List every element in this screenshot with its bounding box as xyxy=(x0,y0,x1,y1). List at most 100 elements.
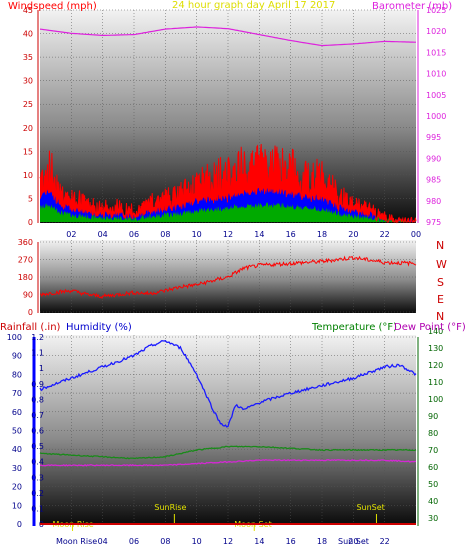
rain-tick-label: 0.5 xyxy=(31,442,44,451)
dewpoint-line xyxy=(40,458,417,467)
time-tick-label: 08 xyxy=(160,230,170,239)
direction-tick-label: 90 xyxy=(23,291,33,300)
direction-tick-label: 0 xyxy=(28,308,33,317)
rain-tick-label: 0.6 xyxy=(31,427,44,436)
rain-tick-label: 0.1 xyxy=(31,504,44,513)
time-tick-label: 12 xyxy=(223,230,233,239)
rain-tick-label: 0.3 xyxy=(31,473,44,482)
rain-tick-label: 0.8 xyxy=(31,395,44,404)
direction-tick-label: 360 xyxy=(18,238,33,247)
time-tick-label: 20 xyxy=(348,537,358,546)
barometer-axis-label: Barometer (mb) xyxy=(372,1,452,12)
barometer-tick-label: 995 xyxy=(426,133,441,142)
humidity-tick-label: 100 xyxy=(7,333,22,342)
rain-tick-label: 1.1 xyxy=(31,349,44,358)
sun-set-axis-label: Sun Set xyxy=(338,537,369,546)
humidity-tick-label: 80 xyxy=(12,370,22,379)
humidity-tick-label: 70 xyxy=(12,389,22,398)
humidity-axis-label: Humidity (%) xyxy=(66,322,132,333)
time-tick-label: 22 xyxy=(380,537,390,546)
humidity-tick-label: 40 xyxy=(12,445,22,454)
rain-tick-label: 0.4 xyxy=(31,458,44,467)
time-tick-label: 18 xyxy=(317,537,327,546)
compass-label: N xyxy=(436,239,444,252)
moon-rise-axis-label: Moon Rise xyxy=(56,537,97,546)
barometer-tick-label: 985 xyxy=(426,176,441,185)
temperature-tick-label: 40 xyxy=(428,497,438,506)
compass-label: E xyxy=(437,293,444,306)
compass-label: W xyxy=(436,258,447,271)
direction-tick-label: 180 xyxy=(18,273,33,282)
time-tick-label: 02 xyxy=(66,230,76,239)
time-tick-label: 06 xyxy=(129,230,139,239)
humidity-tick-label: 90 xyxy=(12,352,22,361)
humidity-tick-label: 30 xyxy=(12,464,22,473)
chart-title: 24 hour graph day April 17 2017 xyxy=(172,0,335,11)
wind-tick-label: 0 xyxy=(28,218,33,227)
wind-tick-label: 20 xyxy=(23,124,33,133)
event-label: SunRise xyxy=(154,503,186,512)
time-tick-label: 14 xyxy=(254,537,264,546)
wind-low-area xyxy=(40,202,416,222)
humidity-tick-label: 50 xyxy=(12,427,22,436)
grid-lines xyxy=(40,9,416,525)
time-tick-label: 04 xyxy=(98,537,108,546)
time-tick-label: 16 xyxy=(286,230,296,239)
temperature-tick-label: 120 xyxy=(428,361,443,370)
rain-tick-label: 0.7 xyxy=(31,411,44,420)
time-tick-label: 10 xyxy=(192,537,202,546)
temperature-tick-label: 130 xyxy=(428,344,443,353)
temperature-tick-label: 80 xyxy=(428,429,438,438)
time-tick-label: 18 xyxy=(317,230,327,239)
windspeed-axis-label: Windspeed (mph) xyxy=(8,1,97,12)
time-tick-label: 16 xyxy=(286,537,296,546)
wind-tick-label: 25 xyxy=(23,100,33,109)
wind-tick-label: 15 xyxy=(23,147,33,156)
rainfall-axis-label: Rainfall (.in) xyxy=(0,322,61,333)
barometer-tick-label: 1025 xyxy=(426,6,446,15)
barometer-tick-label: 1020 xyxy=(426,27,446,36)
barometer-tick-label: 975 xyxy=(426,218,441,227)
rain-tick-label: 1.2 xyxy=(31,333,44,342)
dewpoint-axis-label: Dew Point (°F) xyxy=(394,322,466,333)
windspeed-line xyxy=(39,143,417,224)
barometer-tick-label: 980 xyxy=(426,197,441,206)
temperature-axis-label: Temperature (°F) xyxy=(311,322,397,333)
humidity-panel-bg xyxy=(40,335,416,525)
time-tick-label: 06 xyxy=(129,537,139,546)
time-tick-label: 12 xyxy=(223,537,233,546)
humidity-tick-label: 60 xyxy=(12,408,22,417)
humidity-line xyxy=(39,339,417,428)
temperature-tick-label: 30 xyxy=(428,514,438,523)
humidity-tick-label: 20 xyxy=(12,483,22,492)
temperature-tick-label: 100 xyxy=(428,395,443,404)
barometer-tick-label: 1015 xyxy=(426,48,446,57)
wind-tick-label: 45 xyxy=(23,6,33,15)
temperature-line xyxy=(39,445,417,460)
rain-tick-label: 0.9 xyxy=(31,380,44,389)
direction-tick-label: 270 xyxy=(18,256,33,265)
time-tick-label: 20 xyxy=(348,230,358,239)
wind-tick-label: 30 xyxy=(23,77,33,86)
wind-direction-line xyxy=(39,255,417,300)
event-label: SunSet xyxy=(356,503,384,512)
time-tick-label: 22 xyxy=(380,230,390,239)
chart-marks: 0510152025303540459759809859909951000100… xyxy=(7,6,447,546)
barometer-tick-label: 1005 xyxy=(426,91,446,100)
barometer-tick-label: 1010 xyxy=(426,70,446,79)
wind-tick-label: 5 xyxy=(28,194,33,203)
time-tick-label: 10 xyxy=(192,230,202,239)
time-tick-label: 04 xyxy=(98,230,108,239)
temperature-tick-label: 140 xyxy=(428,327,443,336)
temperature-tick-label: 70 xyxy=(428,446,438,455)
compass-label: N xyxy=(436,310,444,323)
barometer-tick-label: 990 xyxy=(426,154,441,163)
compass-label: S xyxy=(437,276,444,289)
barometer-line xyxy=(39,26,416,47)
rain-tick-label: 0.2 xyxy=(31,489,44,498)
temperature-tick-label: 60 xyxy=(428,463,438,472)
barometer-tick-label: 1000 xyxy=(426,112,446,121)
time-tick-label: 08 xyxy=(160,537,170,546)
